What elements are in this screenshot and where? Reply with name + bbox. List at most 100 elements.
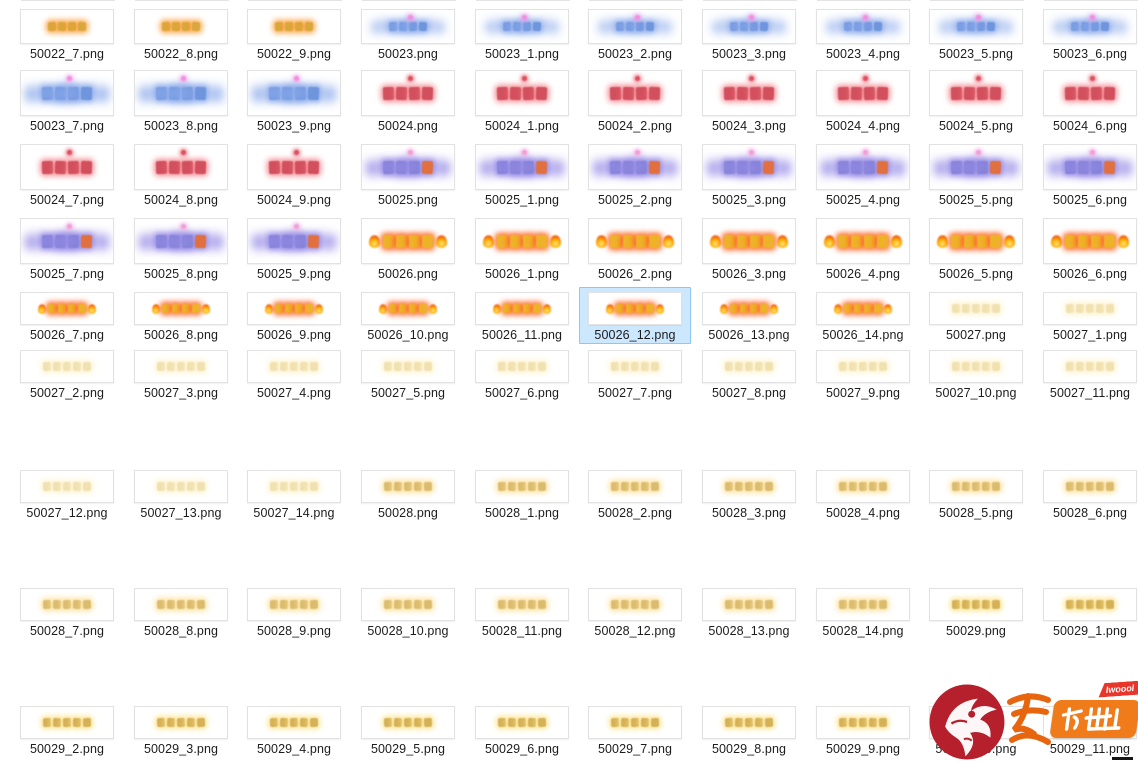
file-tile[interactable]: 50027_3.png (125, 345, 237, 402)
file-tile[interactable]: 50027_10.png (920, 345, 1032, 402)
file-tile[interactable]: 50026_13.png (693, 287, 805, 344)
file-tile[interactable]: 50026_14.png (807, 287, 919, 344)
file-name-label: 50027_10.png (935, 386, 1017, 400)
file-tile[interactable]: 50027_9.png (807, 345, 919, 402)
file-tile[interactable]: 50026_4.png (807, 213, 919, 283)
file-tile[interactable]: 50024_3.png (693, 65, 805, 135)
file-tile[interactable]: 50027_1.png (1034, 287, 1138, 344)
glyph-blob (80, 160, 93, 174)
file-tile[interactable]: 50024.png (352, 65, 464, 135)
file-tile[interactable]: 50026_6.png (1034, 213, 1138, 283)
file-tile[interactable]: 50023_7.png (11, 65, 123, 135)
file-tile[interactable]: 50024_2.png (579, 65, 691, 135)
file-tile[interactable]: 50026_11.png (466, 287, 578, 344)
file-tile[interactable]: 50025_9.png (238, 213, 350, 283)
file-tile[interactable]: 50028_13.png (693, 583, 805, 640)
file-tile[interactable]: 50023_4.png (807, 4, 919, 63)
file-tile[interactable]: 50029_3.png (125, 701, 237, 758)
file-tile[interactable]: 50025_2.png (579, 139, 691, 209)
file-tile[interactable]: 50029_11.png (1034, 701, 1138, 758)
file-tile[interactable]: 50029_1.png (1034, 583, 1138, 640)
file-tile[interactable]: 50028_7.png (11, 583, 123, 640)
file-tile[interactable]: 50028_9.png (238, 583, 350, 640)
file-tile[interactable]: 50024_1.png (466, 65, 578, 135)
file-tile[interactable]: 50026_5.png (920, 213, 1032, 283)
file-tile[interactable]: 50029_6.png (466, 701, 578, 758)
file-tile[interactable]: 50023.png (352, 4, 464, 63)
file-tile[interactable]: 50023_9.png (238, 65, 350, 135)
file-tile[interactable]: 50029_8.png (693, 701, 805, 758)
file-tile[interactable]: 50023_3.png (693, 4, 805, 63)
file-tile[interactable]: 50025_6.png (1034, 139, 1138, 209)
file-tile[interactable]: 50027_7.png (579, 345, 691, 402)
file-tile[interactable]: 50028_1.png (466, 465, 578, 522)
file-tile[interactable]: 50024_8.png (125, 139, 237, 209)
file-tile[interactable]: 50029_2.png (11, 701, 123, 758)
file-tile[interactable]: 50029.png (920, 583, 1032, 640)
file-tile[interactable]: 50028_11.png (466, 583, 578, 640)
file-tile[interactable]: 50026.png (352, 213, 464, 283)
file-name-label: 50026_7.png (29, 328, 105, 342)
file-name-label: 50027.png (946, 328, 1006, 342)
file-tile[interactable]: 50026_10.png (352, 287, 464, 344)
file-tile[interactable]: 50029_9.png (807, 701, 919, 758)
file-tile[interactable]: 50028_6.png (1034, 465, 1138, 522)
file-tile[interactable]: 50027_12.png (11, 465, 123, 522)
file-tile[interactable]: 50027_5.png (352, 345, 464, 402)
file-tile[interactable]: 50026_3.png (693, 213, 805, 283)
glyph-blob (1090, 160, 1103, 174)
file-tile[interactable]: 50024_7.png (11, 139, 123, 209)
file-tile[interactable]: 50025_8.png (125, 213, 237, 283)
file-tile[interactable]: 50024_4.png (807, 65, 919, 135)
file-tile[interactable]: 50028_14.png (807, 583, 919, 640)
glyph-blob (971, 599, 981, 610)
file-tile[interactable]: 50022_8.png (125, 4, 237, 63)
clipped-previous-row-tile (703, 0, 797, 1)
file-tile[interactable]: 50026_7.png (11, 287, 123, 344)
file-tile[interactable]: 50025_7.png (11, 213, 123, 283)
file-tile[interactable]: 50026_8.png (125, 287, 237, 344)
file-tile[interactable]: 50025_1.png (466, 139, 578, 209)
file-tile[interactable]: 50027_14.png (238, 465, 350, 522)
file-tile[interactable]: 50025.png (352, 139, 464, 209)
file-tile[interactable]: 50028_3.png (693, 465, 805, 522)
file-tile[interactable]: 50022_9.png (238, 4, 350, 63)
file-tile[interactable]: 50026_9.png (238, 287, 350, 344)
file-tile[interactable]: 50023_5.png (920, 4, 1032, 63)
file-tile[interactable]: 50027_11.png (1034, 345, 1138, 402)
file-tile[interactable]: 50029_4.png (238, 701, 350, 758)
file-tile[interactable]: 50026_2.png (579, 213, 691, 283)
file-tile[interactable]: 50025_3.png (693, 139, 805, 209)
file-tile[interactable]: 50023_8.png (125, 65, 237, 135)
file-tile[interactable]: 50029_7.png (579, 701, 691, 758)
file-tile[interactable]: 50022_7.png (11, 4, 123, 63)
file-tile[interactable]: 50028_4.png (807, 465, 919, 522)
file-tile[interactable]: 50024_6.png (1034, 65, 1138, 135)
file-tile[interactable]: 50028.png (352, 465, 464, 522)
thumbnail-graphic (42, 599, 92, 610)
file-tile[interactable]: 50028_2.png (579, 465, 691, 522)
file-tile[interactable]: 50028_10.png (352, 583, 464, 640)
file-tile[interactable]: 50027_2.png (11, 345, 123, 402)
file-tile[interactable]: 50028_12.png (579, 583, 691, 640)
file-tile[interactable]: 50024_9.png (238, 139, 350, 209)
file-tile[interactable]: 50029_10.png (920, 701, 1032, 758)
file-tile[interactable]: 50026_1.png (466, 213, 578, 283)
file-tile[interactable]: 50023_6.png (1034, 4, 1138, 63)
file-tile[interactable]: 50025_5.png (920, 139, 1032, 209)
file-tile[interactable]: 50024_5.png (920, 65, 1032, 135)
file-tile[interactable]: 50028_8.png (125, 583, 237, 640)
glyph-blob (181, 21, 191, 32)
file-tile[interactable]: 50028_5.png (920, 465, 1032, 522)
file-tile[interactable]: 50027_13.png (125, 465, 237, 522)
glyph-blob (1090, 86, 1103, 100)
file-tile[interactable]: 50027_8.png (693, 345, 805, 402)
file-tile[interactable]: 50023_2.png (579, 4, 691, 63)
file-tile[interactable]: 50027.png (920, 287, 1032, 344)
file-tile[interactable]: 50029_5.png (352, 701, 464, 758)
file-tile-selected[interactable]: 50026_12.png (579, 287, 691, 344)
file-tile[interactable]: 50027_4.png (238, 345, 350, 402)
file-tile[interactable]: 50027_6.png (466, 345, 578, 402)
file-tile[interactable]: 50023_1.png (466, 4, 578, 63)
file-tile[interactable]: 50025_4.png (807, 139, 919, 209)
